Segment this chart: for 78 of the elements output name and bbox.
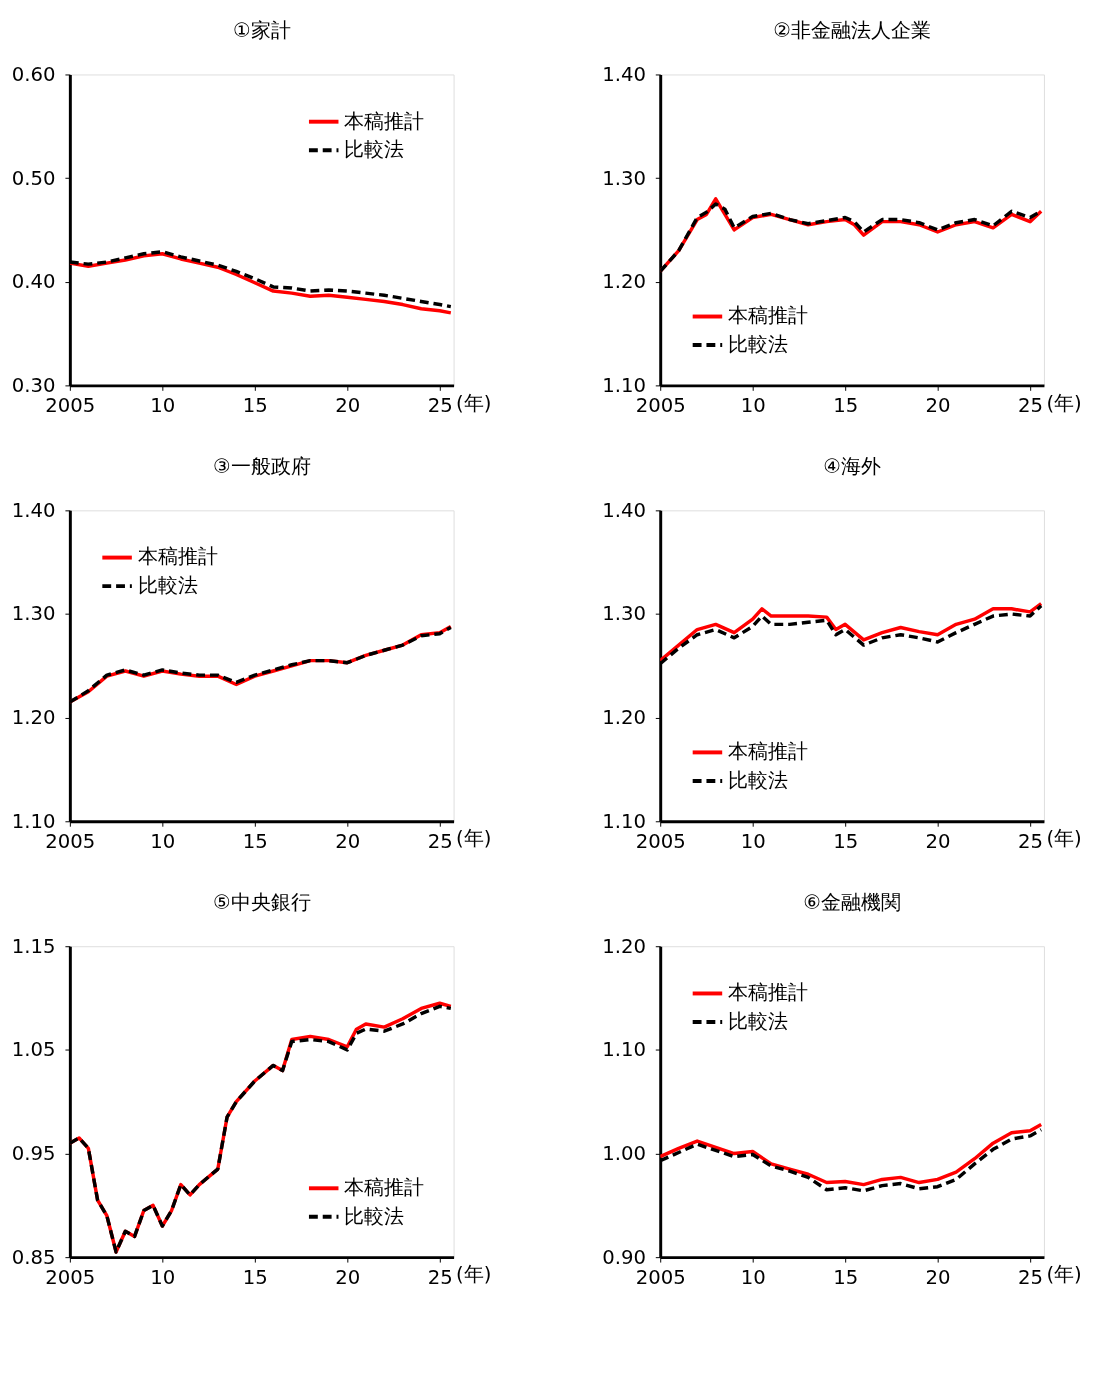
legend-label: 比較法 xyxy=(728,1009,789,1033)
x-axis-title: (年) xyxy=(1046,391,1082,415)
legend-label: 比較法 xyxy=(728,768,789,792)
x-tick-label: 25 xyxy=(1018,1266,1044,1290)
x-tick-label: 2005 xyxy=(45,830,96,854)
x-axis-title: (年) xyxy=(456,391,492,415)
y-tick-label: 1.30 xyxy=(602,166,646,190)
y-tick-label: 1.20 xyxy=(602,934,646,958)
x-tick-label: 20 xyxy=(335,394,361,418)
y-tick-label: 1.10 xyxy=(602,373,646,397)
x-tick-label: 15 xyxy=(833,1266,859,1290)
x-tick-label: 2005 xyxy=(635,1266,686,1290)
x-tick-label: 25 xyxy=(1018,394,1044,418)
x-tick-label: 15 xyxy=(833,394,859,418)
y-tick-label: 0.90 xyxy=(602,1245,646,1269)
x-tick-label: 2005 xyxy=(45,1266,96,1290)
y-tick-label: 1.15 xyxy=(11,934,56,958)
y-tick-label: 1.40 xyxy=(602,62,646,86)
y-tick-label: 0.40 xyxy=(11,270,56,294)
legend-label: 本稿推計 xyxy=(137,545,218,569)
chart-title: ⑥金融機関 xyxy=(803,890,901,914)
y-tick-label: 1.10 xyxy=(602,809,646,833)
x-axis-title: (年) xyxy=(1046,1263,1082,1287)
y-tick-label: 1.40 xyxy=(11,498,56,522)
legend-label: 本稿推計 xyxy=(728,304,809,328)
x-tick-label: 20 xyxy=(925,394,951,418)
x-tick-label: 15 xyxy=(242,394,268,418)
legend-label: 比較法 xyxy=(137,574,198,598)
legend-label: 本稿推計 xyxy=(344,1176,425,1200)
x-tick-label: 20 xyxy=(925,1266,951,1290)
chart-title: ②非金融法人企業 xyxy=(773,19,931,43)
x-tick-label: 10 xyxy=(150,394,176,418)
x-axis-title: (年) xyxy=(456,827,492,851)
chart-title: ⑤中央銀行 xyxy=(212,890,311,914)
x-tick-label: 10 xyxy=(740,830,766,854)
x-tick-label: 10 xyxy=(740,1266,766,1290)
x-tick-label: 15 xyxy=(242,830,268,854)
x-tick-label: 10 xyxy=(150,830,176,854)
y-tick-label: 1.20 xyxy=(11,706,56,730)
x-tick-label: 15 xyxy=(833,830,859,854)
y-tick-label: 1.20 xyxy=(602,706,646,730)
chart-title: ④海外 xyxy=(823,454,881,478)
x-tick-label: 20 xyxy=(335,830,361,854)
legend-label: 本稿推計 xyxy=(344,109,425,133)
chart-title: ③一般政府 xyxy=(212,454,311,478)
x-tick-label: 2005 xyxy=(45,394,96,418)
y-tick-label: 1.20 xyxy=(602,270,646,294)
x-tick-label: 25 xyxy=(1018,830,1044,854)
y-tick-label: 1.10 xyxy=(11,809,56,833)
x-tick-label: 20 xyxy=(335,1266,361,1290)
legend-label: 比較法 xyxy=(344,1204,405,1228)
x-tick-label: 25 xyxy=(427,1266,453,1290)
x-tick-label: 25 xyxy=(427,830,453,854)
y-tick-label: 0.85 xyxy=(11,1245,56,1269)
legend-label: 本稿推計 xyxy=(728,740,809,764)
x-tick-label: 15 xyxy=(242,1266,268,1290)
x-tick-label: 20 xyxy=(925,830,951,854)
y-tick-label: 0.30 xyxy=(11,373,56,397)
y-tick-label: 1.05 xyxy=(11,1038,56,1062)
chart-title: ①家計 xyxy=(232,19,291,43)
y-tick-label: 0.60 xyxy=(11,62,56,86)
legend-label: 本稿推計 xyxy=(728,981,809,1005)
x-tick-label: 25 xyxy=(427,394,453,418)
y-tick-label: 1.30 xyxy=(11,602,56,626)
x-tick-label: 10 xyxy=(150,1266,176,1290)
y-tick-label: 1.10 xyxy=(602,1038,646,1062)
x-tick-label: 2005 xyxy=(635,830,686,854)
x-tick-label: 2005 xyxy=(635,394,686,418)
y-tick-label: 1.30 xyxy=(602,602,646,626)
y-tick-label: 1.00 xyxy=(602,1141,646,1165)
legend-label: 比較法 xyxy=(344,138,405,162)
x-axis-title: (年) xyxy=(456,1263,492,1287)
y-tick-label: 1.40 xyxy=(602,498,646,522)
x-axis-title: (年) xyxy=(1046,827,1082,851)
y-tick-label: 0.50 xyxy=(11,166,56,190)
x-tick-label: 10 xyxy=(740,394,766,418)
legend-label: 比較法 xyxy=(728,332,789,356)
y-tick-label: 0.95 xyxy=(11,1141,56,1165)
